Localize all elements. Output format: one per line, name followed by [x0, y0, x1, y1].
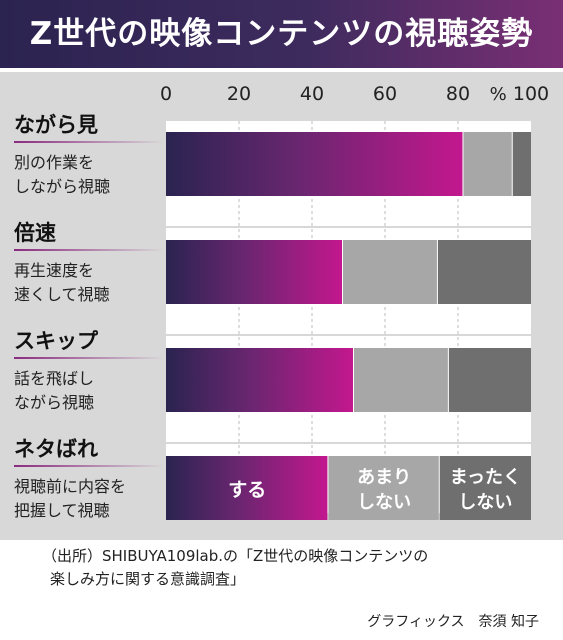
chart-title: Z世代の映像コンテンツの視聴姿勢	[29, 16, 534, 52]
bar-segment	[353, 348, 448, 412]
bar-segment	[166, 240, 343, 304]
category-label: ながら見	[14, 113, 98, 137]
category-underline	[14, 141, 164, 143]
bar-segment	[448, 348, 531, 412]
category-description: 話を飛ばし	[14, 369, 94, 388]
category-underline	[14, 357, 164, 359]
category-description: 別の作業を	[14, 153, 94, 172]
x-tick-label: 100	[513, 83, 549, 105]
x-unit-label: %	[490, 84, 507, 105]
x-tick-label: 0	[160, 83, 172, 105]
bar-segment	[439, 456, 531, 520]
category-label: 倍速	[14, 221, 56, 245]
segment-label-shinai-2: しない	[458, 492, 512, 513]
category-description: 把握して視聴	[14, 501, 110, 520]
source-line-1: （出所）SHIBUYA109lab.の「Z世代の映像コンテンツの	[42, 547, 429, 565]
bar-segment	[437, 240, 531, 304]
x-tick-label: 20	[227, 83, 251, 105]
x-tick-label: 80	[446, 83, 470, 105]
segment-label-suru: する	[228, 479, 266, 501]
bar-segment	[463, 132, 512, 196]
bar-segment	[328, 456, 439, 520]
bar-segment	[166, 456, 328, 520]
segment-label-mattaku: まったく	[450, 467, 521, 488]
source-line-2: 楽しみ方に関する意識調査」	[50, 570, 246, 588]
category-description: 再生速度を	[14, 261, 94, 280]
category-label: ネタばれ	[14, 437, 98, 461]
stacked-bar-chart: 0 20 40 60 80 100% ながら見別の作業をしながら視聴倍速再生速度を速くして…	[14, 83, 549, 520]
source-note: （出所）SHIBUYA109lab.の「Z世代の映像コンテンツの 楽しみ方に関す…	[42, 545, 428, 591]
category-description: しながら視聴	[14, 177, 110, 196]
category-description: 視聴前に内容を	[14, 477, 126, 496]
category-label: スキップ	[14, 329, 99, 353]
bar-segment	[166, 132, 463, 196]
title-bar	[0, 0, 563, 68]
segment-label-amari: あまり	[357, 467, 411, 488]
x-tick-label: 60	[373, 83, 397, 105]
x-tick-label: 40	[300, 83, 324, 105]
category-description: ながら視聴	[14, 393, 94, 412]
category-underline	[14, 249, 164, 251]
graphics-credit: グラフィックス 奈須 知子	[367, 614, 539, 630]
bar-segment	[512, 132, 531, 196]
category-underline	[14, 465, 164, 467]
segment-label-shinai-1: しない	[357, 492, 411, 513]
bar-segment	[166, 348, 353, 412]
bar-segment	[343, 240, 437, 304]
category-description: 速くして視聴	[14, 285, 110, 304]
